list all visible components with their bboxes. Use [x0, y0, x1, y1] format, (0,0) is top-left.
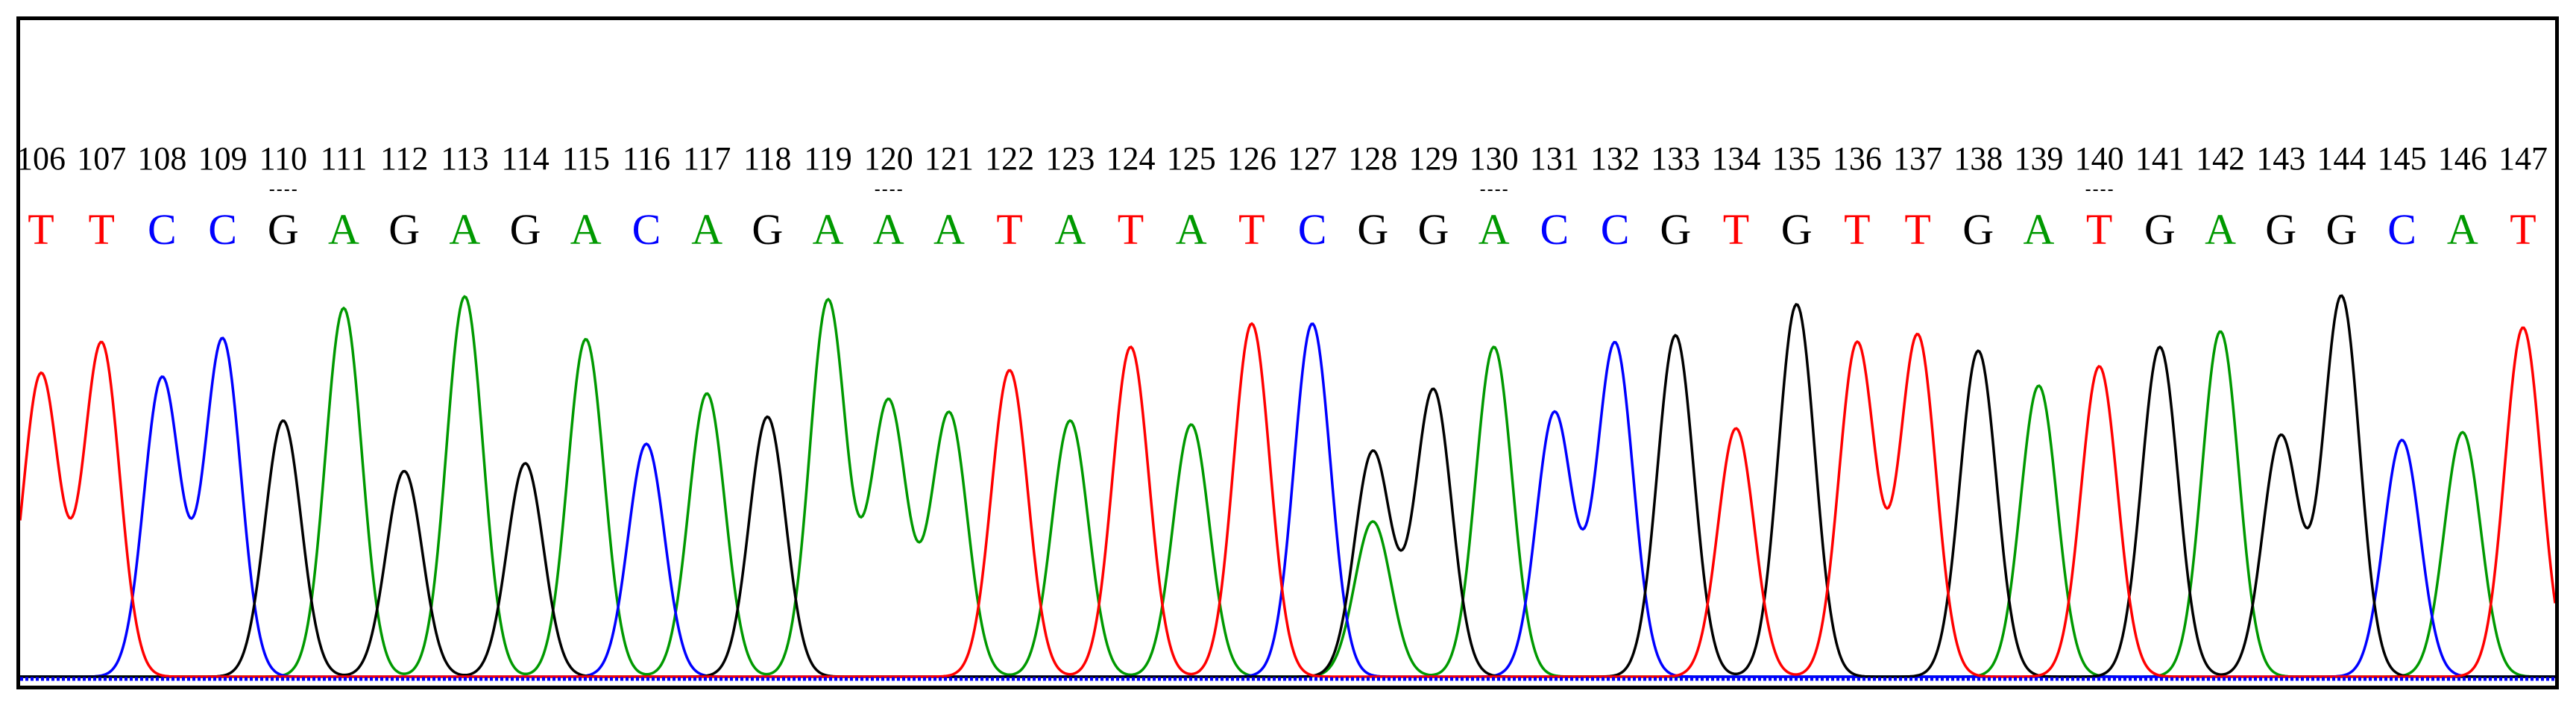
base-call: G	[1357, 205, 1388, 254]
base-call: T	[1904, 205, 1930, 254]
position-label: 127	[1288, 140, 1337, 177]
position-label: 139	[2014, 140, 2063, 177]
position-label: 124	[1106, 140, 1156, 177]
position-label: 143	[2256, 140, 2305, 177]
position-label: 110	[259, 140, 307, 177]
base-call: T	[1844, 205, 1870, 254]
position-label: 134	[1711, 140, 1760, 177]
base-call: T	[2510, 205, 2536, 254]
position-label: 135	[1772, 140, 1821, 177]
label-layer: 106 T 107 T 108 C 109 C 110 G 111 A 112 G 113 A 114 G 115 A…	[20, 140, 2548, 254]
base-call: G	[752, 205, 783, 254]
position-label: 132	[1590, 140, 1640, 177]
position-label: 126	[1227, 140, 1276, 177]
base-call: C	[1540, 205, 1569, 254]
position-label: 108	[137, 140, 186, 177]
base-call: A	[813, 205, 844, 254]
base-call: A	[1054, 205, 1086, 254]
position-label: 131	[1530, 140, 1579, 177]
position-label: 115	[562, 140, 610, 177]
base-call: T	[2086, 205, 2112, 254]
base-call: T	[1118, 205, 1144, 254]
base-call: T	[1723, 205, 1749, 254]
position-label: 140	[2075, 140, 2124, 177]
base-call: G	[2144, 205, 2176, 254]
position-label: 145	[2378, 140, 2427, 177]
base-call: C	[1601, 205, 1630, 254]
position-label: 123	[1045, 140, 1095, 177]
position-label: 120	[864, 140, 913, 177]
trace-T	[20, 322, 2555, 678]
base-call: G	[510, 205, 541, 254]
trace-G	[20, 294, 2555, 678]
sequence-chromatogram: 106 T 107 T 108 C 109 C 110 G 111 A 112 G 113 A 114 G 115 A…	[20, 140, 2555, 681]
base-call: T	[88, 205, 114, 254]
base-call: C	[208, 205, 237, 254]
base-call: A	[1478, 205, 1510, 254]
base-call: G	[1418, 205, 1449, 254]
position-label: 114	[501, 140, 549, 177]
position-label: 146	[2438, 140, 2487, 177]
position-label: 109	[198, 140, 248, 177]
position-label: 138	[1953, 140, 2003, 177]
base-call: C	[148, 205, 177, 254]
base-call: A	[691, 205, 722, 254]
base-call: G	[1660, 205, 1691, 254]
chromatogram-frame: 106 T 107 T 108 C 109 C 110 G 111 A 112 G 113 A 114 G 115 A…	[16, 16, 2559, 689]
base-call: A	[933, 205, 965, 254]
position-label: 144	[2317, 140, 2366, 177]
base-call: A	[2205, 205, 2236, 254]
base-call: T	[1238, 205, 1265, 254]
position-label: 125	[1167, 140, 1216, 177]
position-label: 111	[321, 140, 368, 177]
position-label: 107	[77, 140, 126, 177]
base-call: A	[873, 205, 904, 254]
base-call: C	[632, 205, 661, 254]
position-label: 136	[1833, 140, 1882, 177]
base-call: C	[2387, 205, 2416, 254]
position-label: 147	[2498, 140, 2548, 177]
base-call: A	[2447, 205, 2478, 254]
base-call: G	[2265, 205, 2296, 254]
position-label: 112	[380, 140, 428, 177]
base-call: A	[1176, 205, 1207, 254]
base-call: A	[449, 205, 480, 254]
base-call: C	[1298, 205, 1327, 254]
position-label: 128	[1348, 140, 1397, 177]
base-call: G	[2325, 205, 2357, 254]
position-label: 129	[1408, 140, 1458, 177]
base-call: A	[2023, 205, 2054, 254]
base-call: G	[388, 205, 420, 254]
base-call: G	[1781, 205, 1813, 254]
position-label: 119	[804, 140, 851, 177]
base-call: G	[268, 205, 299, 254]
position-label: 141	[2135, 140, 2185, 177]
base-call: G	[1962, 205, 1994, 254]
base-call: T	[28, 205, 54, 254]
trace-layer	[20, 294, 2555, 681]
position-label: 113	[441, 140, 488, 177]
position-label: 121	[925, 140, 974, 177]
position-label: 118	[743, 140, 791, 177]
position-label: 117	[683, 140, 731, 177]
position-label: 142	[2196, 140, 2245, 177]
base-call: T	[996, 205, 1022, 254]
position-label: 116	[623, 140, 670, 177]
position-label: 133	[1651, 140, 1700, 177]
position-label: 106	[20, 140, 66, 177]
position-label: 122	[985, 140, 1034, 177]
base-call: A	[328, 205, 359, 254]
position-label: 137	[1893, 140, 1942, 177]
base-call: A	[570, 205, 602, 254]
position-label: 130	[1470, 140, 1519, 177]
